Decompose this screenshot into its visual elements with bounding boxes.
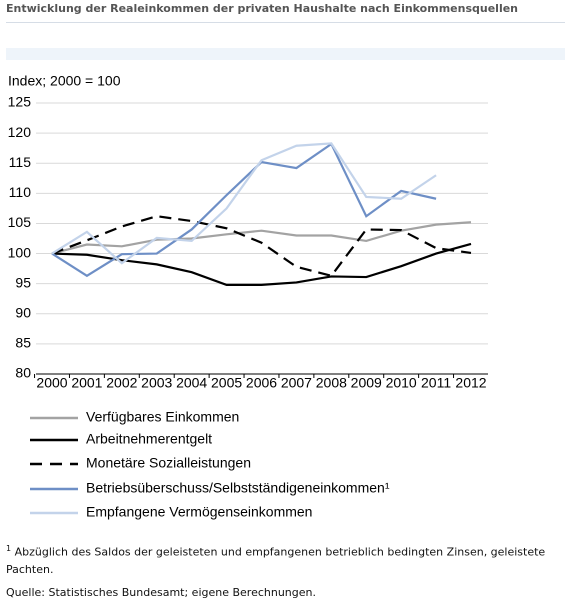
y-tick-label: 115 [9,154,32,170]
series-line [51,242,472,286]
y-axis-label: Index; 2000 = 100 [8,73,121,89]
y-tick-label: 110 [9,184,32,200]
series-line [51,215,472,278]
series-line [51,221,472,255]
series-line [51,142,437,265]
x-tick-label: 2005 [211,375,242,391]
x-tick-label: 2010 [386,375,417,391]
legend-label: Empfangene Vermögenseinkommen [86,504,312,520]
header-title: Entwicklung der Realeinkommen der privat… [6,2,519,15]
x-tick-label: 2004 [176,375,207,391]
footnote: 1 Abzüglich des Saldos der geleisteten u… [6,540,562,578]
x-tick-label: 2006 [246,375,277,391]
y-tick-label: 95 [15,274,31,290]
x-tick-label: 2008 [316,375,347,391]
y-tick-label: 105 [8,214,32,230]
y-tick-label: 125 [8,94,32,110]
footnote-text: Abzüglich des Saldos der geleisteten und… [6,545,546,576]
legend-label: Arbeitnehmerentgelt [86,431,212,447]
x-tick-label: 2003 [141,375,172,391]
series-line [51,142,437,278]
x-tick-label: 2007 [281,375,312,391]
y-tick-label: 120 [8,124,32,140]
legend-label: Monetäre Sozialleistungen [86,455,251,471]
y-tick-label: 80 [15,365,31,381]
y-tick-label: 90 [15,304,31,320]
x-tick-label: 2000 [36,375,67,391]
y-tick-label: 100 [8,244,32,260]
y-tick-label: 85 [15,335,31,351]
chart: Index; 2000 = 100 80 85 90 95 100 105 110 115 12… [8,73,488,520]
x-tick-label: 2001 [71,375,102,391]
band [6,48,565,60]
x-tick-label: 2002 [106,375,137,391]
x-tick-label: 2009 [351,375,382,391]
source: Quelle: Statistisches Bundesamt; eigene … [6,586,316,599]
legend-label: Verfügbares Einkommen [86,409,239,425]
legend-label: Betriebsüberschuss/Selbstständigeneinkom… [86,480,390,496]
footnote-marker: 1 [6,544,12,553]
rule [6,22,565,23]
x-tick-label: 2011 [421,375,451,391]
x-tick-label: 2012 [455,375,486,391]
